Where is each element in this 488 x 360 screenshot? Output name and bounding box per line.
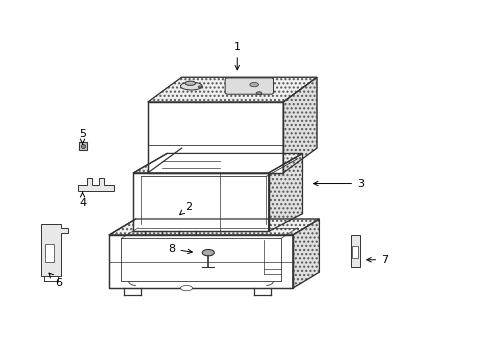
Text: 5: 5 bbox=[79, 129, 86, 144]
Ellipse shape bbox=[256, 92, 262, 95]
Text: 3: 3 bbox=[313, 179, 363, 189]
Polygon shape bbox=[109, 235, 292, 288]
Text: 7: 7 bbox=[366, 255, 387, 265]
Polygon shape bbox=[133, 153, 302, 173]
Polygon shape bbox=[292, 219, 319, 288]
Ellipse shape bbox=[184, 81, 195, 85]
Polygon shape bbox=[41, 224, 68, 276]
Text: 6: 6 bbox=[49, 273, 62, 288]
Polygon shape bbox=[109, 219, 319, 235]
Text: 1: 1 bbox=[233, 42, 240, 70]
Text: 2: 2 bbox=[180, 202, 192, 215]
Bar bbox=[351, 246, 357, 258]
Polygon shape bbox=[268, 153, 302, 231]
Ellipse shape bbox=[180, 285, 192, 291]
Polygon shape bbox=[283, 77, 316, 173]
Text: 8: 8 bbox=[168, 244, 192, 254]
Ellipse shape bbox=[198, 86, 202, 88]
Polygon shape bbox=[133, 173, 268, 231]
FancyBboxPatch shape bbox=[224, 78, 273, 94]
Polygon shape bbox=[147, 77, 316, 102]
Ellipse shape bbox=[249, 82, 258, 87]
Polygon shape bbox=[350, 235, 359, 267]
Text: 4: 4 bbox=[79, 192, 86, 208]
Polygon shape bbox=[147, 102, 283, 173]
Bar bbox=[45, 244, 54, 261]
Polygon shape bbox=[78, 178, 114, 191]
Ellipse shape bbox=[202, 249, 214, 256]
Ellipse shape bbox=[180, 82, 202, 90]
